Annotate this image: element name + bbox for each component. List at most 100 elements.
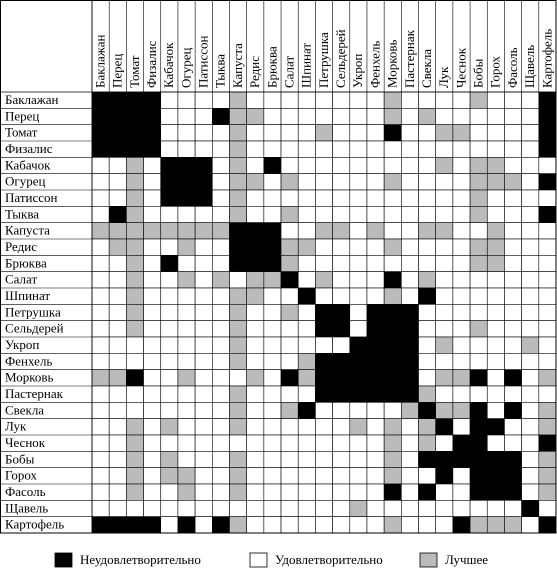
matrix-cell xyxy=(486,91,505,109)
row-label: Фасоль xyxy=(5,484,46,499)
column-label: Томат xyxy=(127,55,142,88)
matrix-cell xyxy=(332,271,351,289)
matrix-cell xyxy=(383,108,402,125)
matrix-cell xyxy=(504,385,522,403)
row-label: Редис xyxy=(5,239,37,254)
matrix-cell xyxy=(280,336,299,354)
matrix-cell xyxy=(486,369,505,387)
matrix-cell xyxy=(315,238,333,256)
column-label: Брюква xyxy=(264,46,279,88)
matrix-cell xyxy=(349,516,368,534)
matrix-cell xyxy=(297,173,316,191)
matrix-cell xyxy=(401,402,419,419)
matrix-cell xyxy=(538,320,557,338)
matrix-cell xyxy=(177,402,196,419)
matrix-cell xyxy=(469,418,488,436)
matrix-cell xyxy=(435,108,454,125)
matrix-cell xyxy=(108,516,127,534)
matrix-cell xyxy=(452,467,471,485)
matrix-cell xyxy=(504,369,522,387)
matrix-cell xyxy=(332,434,351,452)
matrix-cell xyxy=(383,467,402,485)
matrix-cell xyxy=(177,500,196,517)
table-border xyxy=(0,0,557,534)
matrix-cell xyxy=(435,336,454,354)
matrix-cell xyxy=(229,402,247,419)
matrix-cell xyxy=(315,91,333,109)
matrix-cell xyxy=(211,320,230,338)
matrix-cell xyxy=(143,451,162,468)
matrix-cell xyxy=(504,157,522,174)
matrix-cell xyxy=(418,451,437,468)
matrix-cell xyxy=(177,336,196,354)
row-label: Укроп xyxy=(5,337,39,352)
matrix-cell xyxy=(91,140,110,158)
matrix-cell xyxy=(91,451,110,468)
matrix-cell xyxy=(194,238,213,256)
matrix-cell xyxy=(349,483,368,501)
matrix-cell xyxy=(418,483,437,501)
matrix-cell xyxy=(383,189,402,207)
matrix-cell xyxy=(246,157,265,174)
row-label: Сельдерей xyxy=(5,321,64,336)
matrix-cell xyxy=(194,271,213,289)
matrix-cell xyxy=(349,108,368,125)
matrix-cell xyxy=(229,271,247,289)
matrix-cell xyxy=(177,271,196,289)
matrix-cell xyxy=(246,434,265,452)
matrix-cell xyxy=(521,189,540,207)
matrix-cell xyxy=(315,206,333,223)
matrix-cell xyxy=(469,271,488,289)
matrix-cell xyxy=(452,255,471,272)
matrix-cell xyxy=(315,369,333,387)
matrix-cell xyxy=(211,271,230,289)
matrix-cell xyxy=(332,500,351,517)
matrix-cell xyxy=(315,336,333,354)
matrix-cell xyxy=(332,467,351,485)
matrix-cell xyxy=(194,140,213,158)
matrix-cell xyxy=(194,108,213,125)
matrix-cell xyxy=(418,336,437,354)
matrix-cell xyxy=(194,157,213,174)
matrix-cell xyxy=(486,206,505,223)
matrix-cell xyxy=(332,483,351,501)
matrix-cell xyxy=(315,287,333,305)
column-label: Бобы xyxy=(471,58,486,88)
matrix-cell xyxy=(108,287,127,305)
matrix-cell xyxy=(108,467,127,485)
matrix-cell xyxy=(229,173,247,191)
matrix-cell xyxy=(435,467,454,485)
matrix-cell xyxy=(486,500,505,517)
matrix-cell xyxy=(504,271,522,289)
matrix-cell xyxy=(177,124,196,142)
matrix-cell xyxy=(143,271,162,289)
matrix-cell xyxy=(108,304,127,321)
matrix-cell xyxy=(521,108,540,125)
matrix-cell xyxy=(263,483,282,501)
matrix-cell xyxy=(521,369,540,387)
matrix-cell xyxy=(486,483,505,501)
matrix-cell xyxy=(383,418,402,436)
matrix-cell xyxy=(160,451,179,468)
matrix-cell xyxy=(315,483,333,501)
matrix-cell xyxy=(211,91,230,109)
row-label: Морковь xyxy=(5,370,54,385)
matrix-cell xyxy=(486,140,505,158)
matrix-cell xyxy=(401,140,419,158)
matrix-cell xyxy=(280,140,299,158)
matrix-cell xyxy=(280,483,299,501)
matrix-cell xyxy=(297,124,316,142)
matrix-cell xyxy=(297,434,316,452)
matrix-cell xyxy=(160,157,179,174)
matrix-cell xyxy=(366,108,385,125)
matrix-cell xyxy=(160,353,179,370)
matrix-cell xyxy=(280,157,299,174)
matrix-cell xyxy=(332,304,351,321)
matrix-cell xyxy=(349,304,368,321)
matrix-cell xyxy=(315,140,333,158)
matrix-cell xyxy=(194,451,213,468)
matrix-cell xyxy=(418,222,437,240)
matrix-cell xyxy=(297,238,316,256)
matrix-cell xyxy=(383,91,402,109)
matrix-cell xyxy=(280,124,299,142)
